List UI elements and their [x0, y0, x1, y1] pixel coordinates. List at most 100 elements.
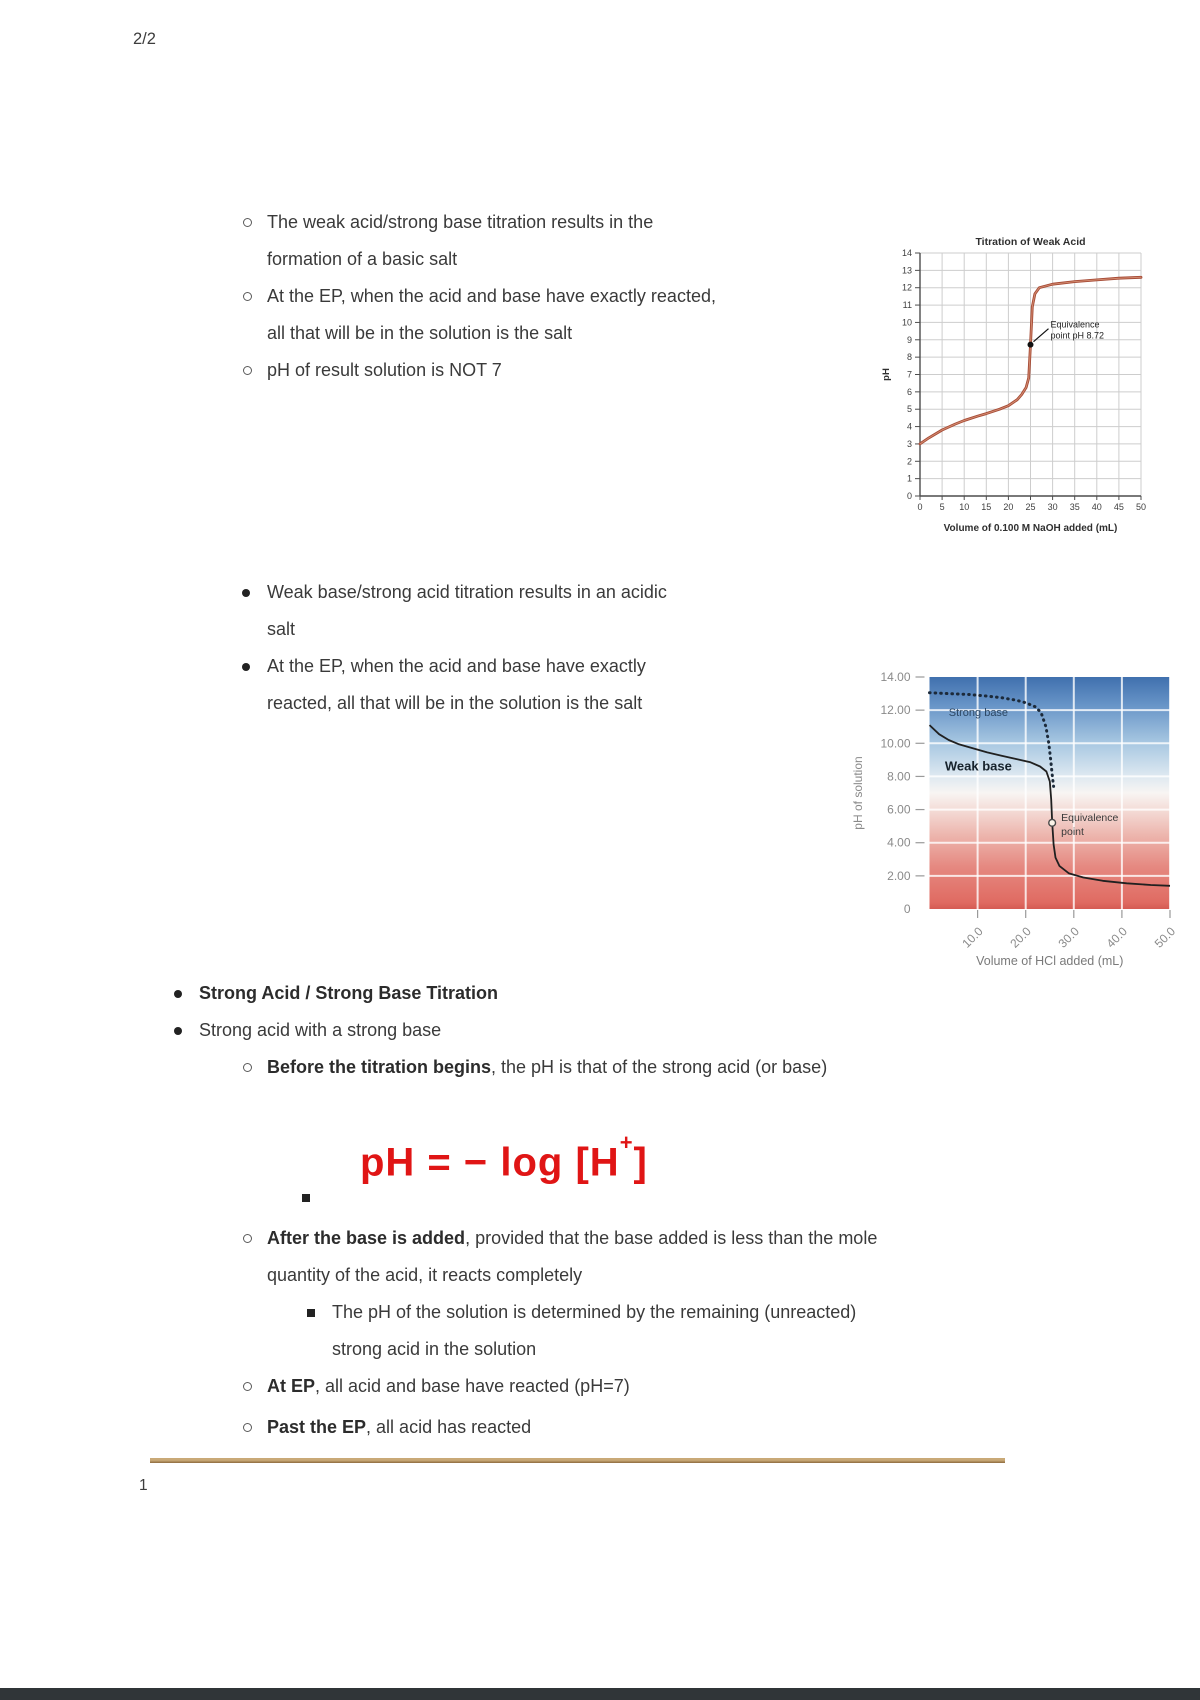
- svg-text:15: 15: [981, 502, 991, 512]
- svg-text:14.00: 14.00: [880, 670, 910, 684]
- svg-text:4.00: 4.00: [887, 836, 911, 850]
- svg-text:4: 4: [907, 422, 912, 432]
- list-item: The weak acid/strong base titration resu…: [240, 204, 860, 278]
- svg-text:0: 0: [907, 491, 912, 501]
- svg-text:0: 0: [904, 902, 911, 916]
- footer-page-number: 1: [139, 1477, 148, 1494]
- svg-text:50: 50: [1136, 502, 1146, 512]
- svg-text:Weak base: Weak base: [945, 759, 1012, 774]
- list-item: After the base is added, provided that t…: [240, 1220, 1052, 1294]
- list-item-text: At the EP, when the acid and base have e…: [267, 286, 716, 343]
- svg-text:pH: pH: [881, 368, 892, 381]
- svg-text:Equivalence: Equivalence: [1051, 320, 1100, 330]
- list-item-text: Past the EP, all acid has reacted: [267, 1417, 532, 1438]
- svg-text:45: 45: [1114, 502, 1124, 512]
- svg-text:8.00: 8.00: [887, 769, 911, 783]
- weak-acid-notes-list: The weak acid/strong base titration resu…: [240, 204, 860, 389]
- section-heading: Strong Acid / Strong Base Titration: [199, 983, 499, 1003]
- svg-text:3: 3: [907, 439, 912, 449]
- svg-text:9: 9: [907, 335, 912, 345]
- svg-text:Equivalence: Equivalence: [1061, 812, 1118, 824]
- list-item-text: Weak base/strong acid titration results …: [267, 582, 667, 639]
- svg-text:30.0: 30.0: [1056, 924, 1083, 951]
- svg-text:12: 12: [902, 283, 912, 293]
- svg-text:Volume of HCl added (mL): Volume of HCl added (mL): [976, 954, 1123, 968]
- svg-text:35: 35: [1070, 502, 1080, 512]
- svg-text:25: 25: [1025, 502, 1035, 512]
- bullet-square-icon: [302, 1194, 310, 1203]
- bullet-disc-icon: [174, 1027, 182, 1035]
- svg-text:12.00: 12.00: [880, 703, 910, 717]
- list-item: Strong acid with a strong base: [172, 1012, 1052, 1049]
- list-item: pH of result solution is NOT 7: [240, 352, 860, 389]
- bullet-circle-icon: [243, 1423, 252, 1433]
- svg-text:14: 14: [902, 248, 912, 258]
- bullet-disc-icon: [242, 589, 250, 597]
- page-indicator: 2/2: [133, 30, 156, 48]
- svg-text:6: 6: [907, 387, 912, 397]
- svg-text:Volume of 0.100 M NaOH added (: Volume of 0.100 M NaOH added (mL): [944, 523, 1118, 534]
- ph-formula: pH = − log [H+]: [360, 1130, 648, 1185]
- list-item: Before the titration begins, the pH is t…: [240, 1049, 1052, 1086]
- svg-text:2: 2: [907, 456, 912, 466]
- list-item-text: At EP, all acid and base have reacted (p…: [267, 1376, 630, 1397]
- list-item-text: At the EP, when the acid and base have e…: [267, 656, 646, 713]
- svg-text:8: 8: [907, 352, 912, 362]
- superscript-plus: +: [619, 1130, 634, 1155]
- list-item-text: The pH of the solution is determined by …: [332, 1302, 857, 1360]
- list-item-text: The weak acid/strong base titration resu…: [267, 212, 654, 269]
- svg-text:10.0: 10.0: [959, 924, 986, 951]
- list-item-text: Strong acid with a strong base: [199, 1020, 442, 1040]
- svg-text:10.00: 10.00: [880, 736, 910, 750]
- bullet-circle-icon: [243, 1382, 252, 1392]
- list-item: Weak base/strong acid titration results …: [240, 574, 800, 648]
- bullet-circle-icon: [243, 292, 252, 301]
- list-item-text: Before the titration begins, the pH is t…: [267, 1057, 828, 1077]
- svg-text:0: 0: [917, 502, 922, 512]
- bullet-circle-icon: [243, 1063, 252, 1072]
- list-item: The pH of the solution is determined by …: [305, 1294, 1052, 1368]
- list-item: At the EP, when the acid and base have e…: [240, 278, 860, 352]
- svg-text:11: 11: [903, 300, 912, 310]
- list-item-text: After the base is added, provided that t…: [267, 1228, 878, 1286]
- svg-text:10: 10: [902, 317, 912, 327]
- list-item: At EP, all acid and base have reacted (p…: [240, 1368, 1052, 1405]
- bullet-circle-icon: [243, 366, 252, 375]
- list-item: At the EP, when the acid and base have e…: [240, 648, 800, 722]
- svg-text:2.00: 2.00: [887, 869, 911, 883]
- bullet-disc-icon: [242, 663, 250, 671]
- svg-text:20.0: 20.0: [1007, 924, 1034, 951]
- bottom-window-bar: [0, 1688, 1200, 1700]
- weak-base-chart-svg: 14.00 12.00 10.00 8.00 6.00 4.00 2.00 0 10.0 20.0…: [851, 670, 1179, 968]
- svg-text:point: point: [1061, 826, 1084, 838]
- bullet-circle-icon: [243, 1234, 252, 1244]
- svg-text:40.0: 40.0: [1104, 924, 1131, 951]
- list-item-text: pH of result solution is NOT 7: [267, 360, 502, 380]
- svg-text:30: 30: [1048, 502, 1058, 512]
- svg-text:7: 7: [907, 370, 912, 380]
- svg-text:1: 1: [907, 474, 912, 484]
- bullet-disc-icon: [174, 990, 182, 998]
- svg-text:5: 5: [907, 404, 912, 414]
- weak-base-titration-chart: 14.00 12.00 10.00 8.00 6.00 4.00 2.00 0 10.0 20.0…: [840, 617, 1180, 987]
- weak-acid-titration-chart: 0 1 2 3 4 5 6 7 8 9 10 11 12 13 14 0 5 10 15 20 25 30 35 40 45 50…: [870, 233, 1160, 543]
- svg-text:6.00: 6.00: [887, 803, 911, 817]
- horizontal-divider: [150, 1458, 1005, 1463]
- svg-text:40: 40: [1092, 502, 1102, 512]
- bullet-square-icon: [307, 1309, 315, 1318]
- svg-text:Titration of Weak Acid: Titration of Weak Acid: [975, 236, 1085, 248]
- svg-text:Strong base: Strong base: [949, 707, 1008, 719]
- svg-text:20: 20: [1003, 502, 1013, 512]
- formula-bullet-line: [172, 1186, 1052, 1212]
- strong-strong-notes-list: Strong Acid / Strong Base Titration Stro…: [172, 975, 1052, 1446]
- svg-text:13: 13: [902, 265, 912, 275]
- weak-base-notes-list: Weak base/strong acid titration results …: [240, 574, 800, 722]
- bullet-circle-icon: [243, 218, 252, 227]
- svg-text:50.0: 50.0: [1152, 924, 1179, 951]
- list-item-heading: Strong Acid / Strong Base Titration: [172, 975, 1052, 1012]
- list-item: Past the EP, all acid has reacted: [240, 1409, 1052, 1446]
- svg-text:10: 10: [959, 502, 969, 512]
- svg-text:point pH 8.72: point pH 8.72: [1051, 331, 1105, 341]
